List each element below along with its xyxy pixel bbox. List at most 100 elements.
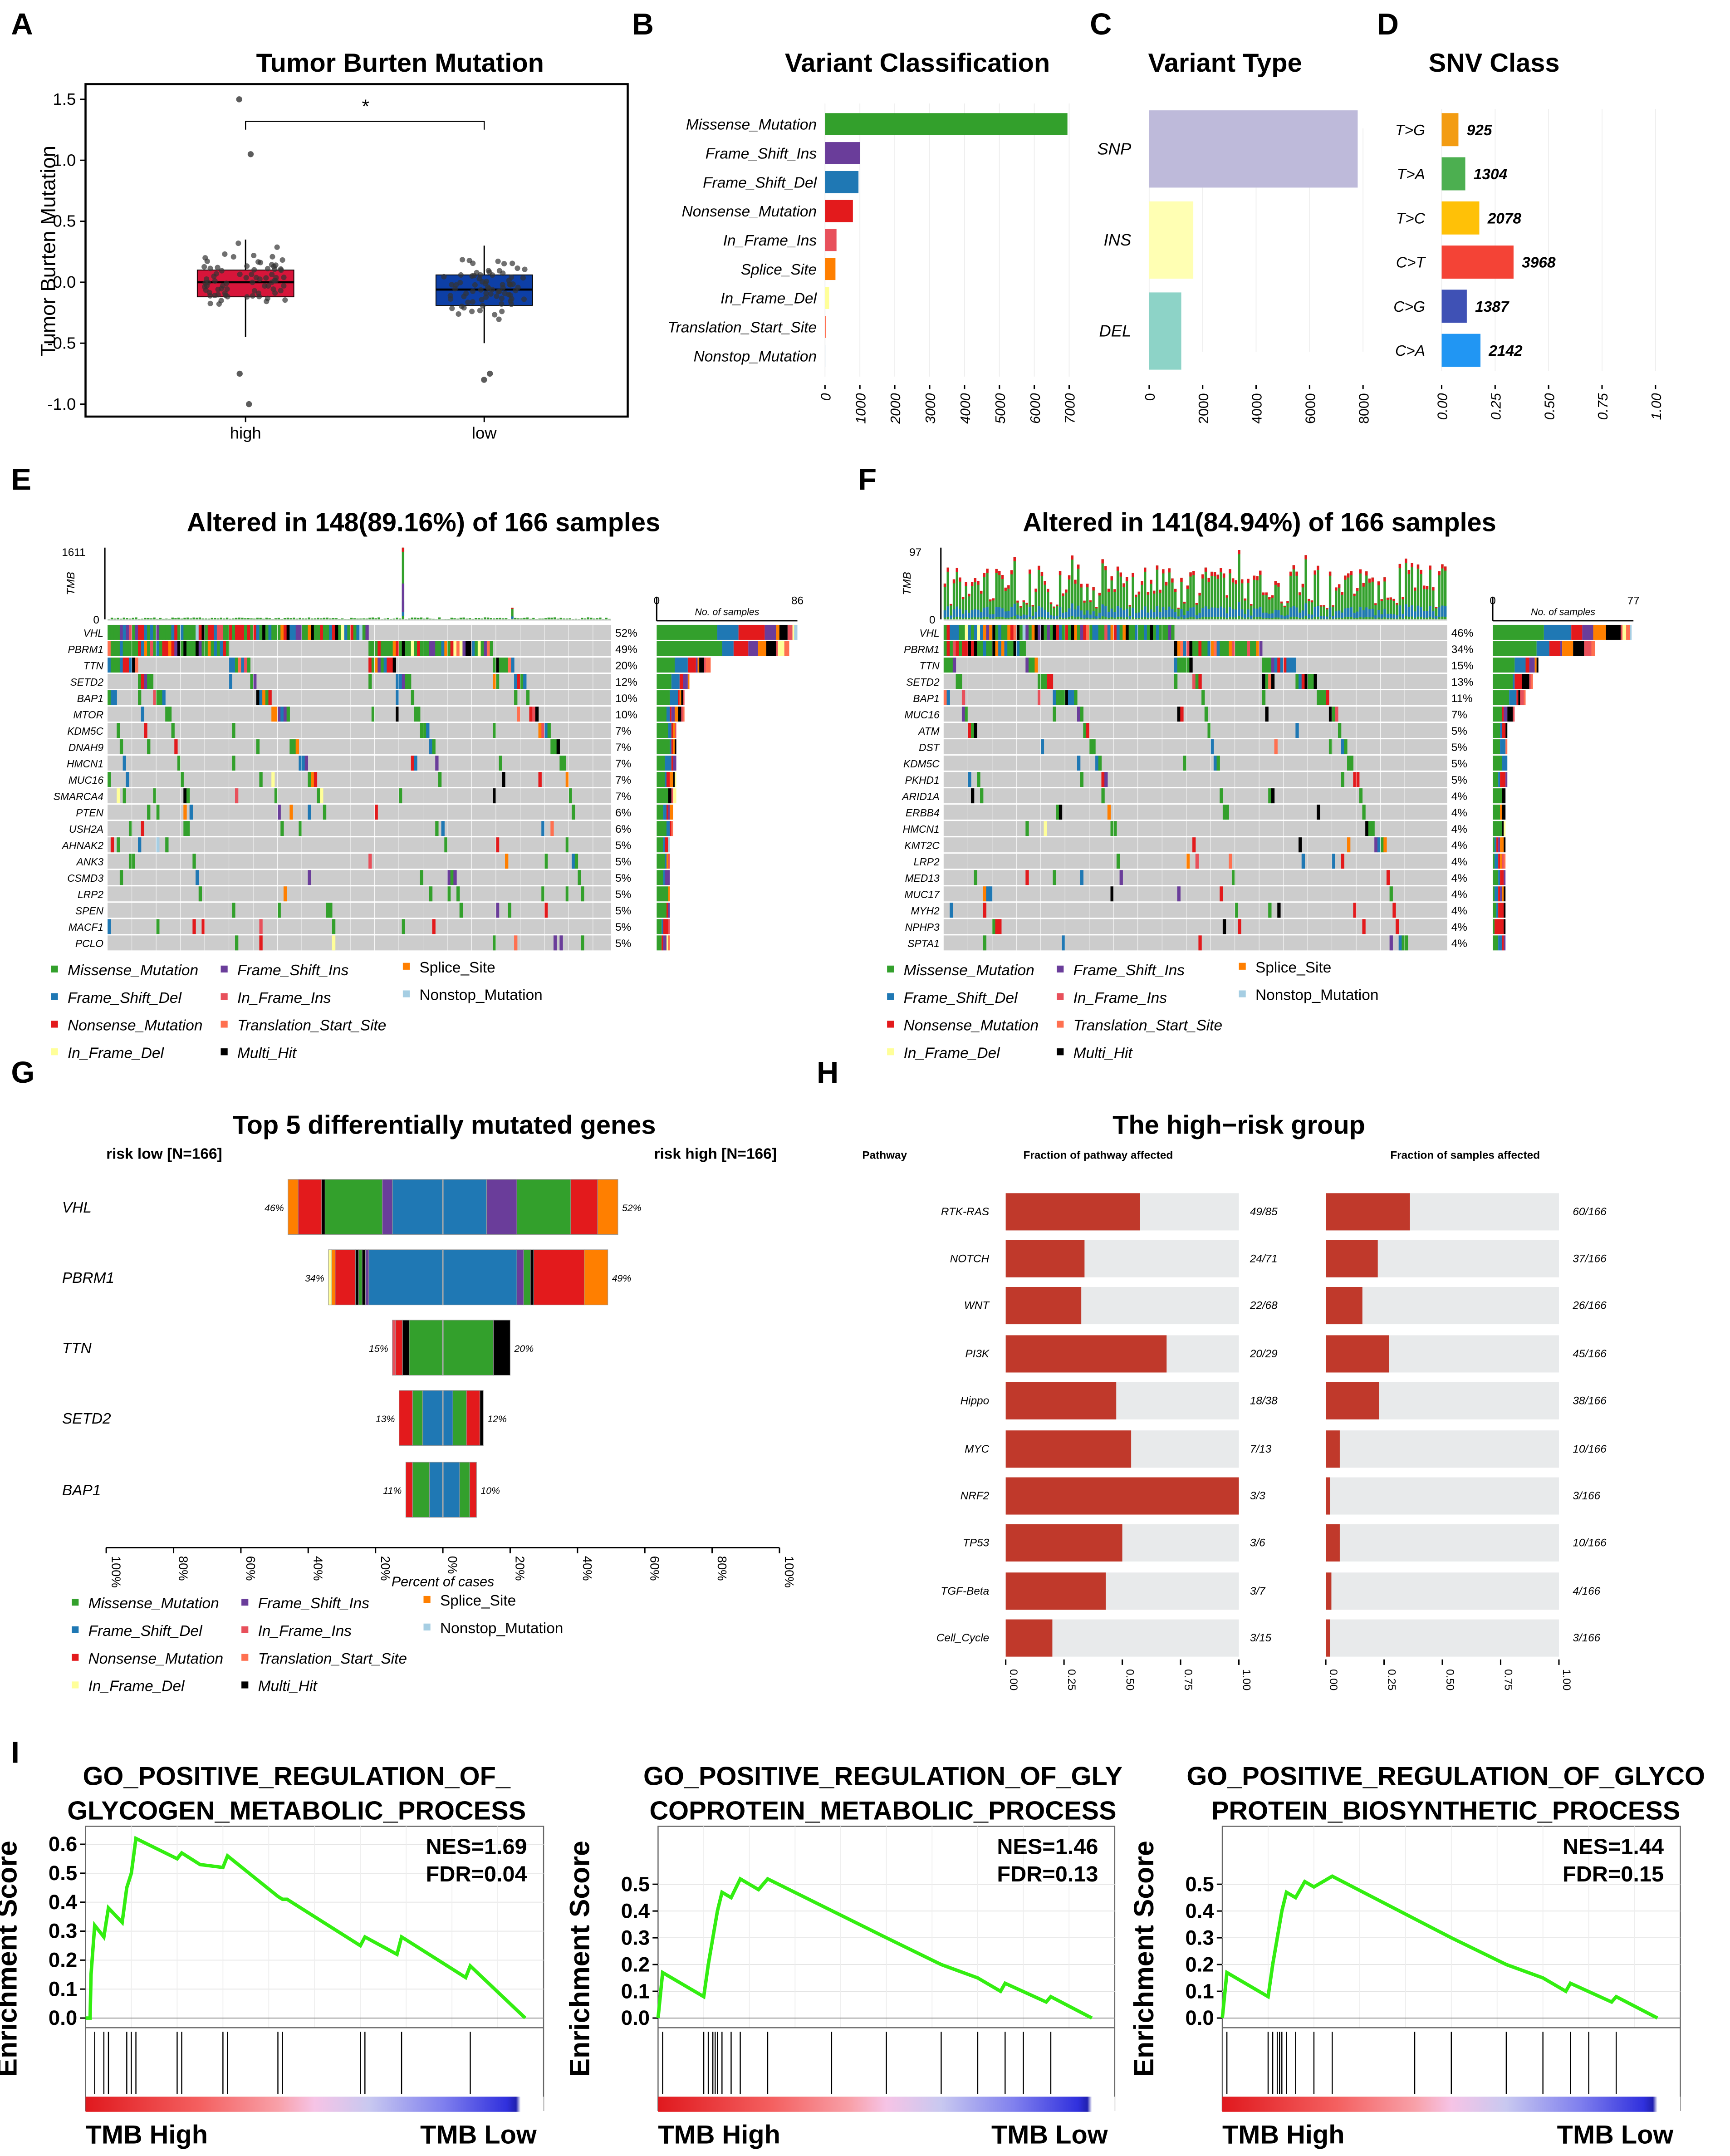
mutation-cell: [1211, 739, 1214, 755]
mutation-cell: [565, 772, 569, 787]
tmb-bar: [414, 617, 417, 619]
mutation-cell: [1101, 624, 1105, 640]
side-bar-segment: [696, 658, 698, 673]
side-bar-segment: [671, 723, 673, 738]
mutation-cell: [970, 624, 975, 640]
mutation-cell: [1095, 756, 1099, 771]
data-point: [480, 303, 486, 309]
mutation-cell: [162, 690, 166, 706]
gene-label: PBRM1: [68, 643, 103, 655]
data-point: [223, 280, 230, 286]
tmb-bar-top: [1128, 605, 1132, 607]
mutation-cell: [198, 624, 202, 640]
tmb-bar: [1113, 589, 1116, 619]
side-bar-segment: [657, 870, 663, 885]
data-point: [483, 279, 490, 285]
tmb-bar: [1289, 571, 1292, 619]
gene-label: DNAH9: [69, 742, 104, 753]
mutation-cell: [1029, 658, 1032, 673]
mutation-cell: [126, 772, 129, 787]
group-label-right: risk high [N=166]: [654, 1145, 776, 1162]
category-label: Nonstop_Mutation: [694, 348, 817, 365]
outlier-point: [247, 151, 254, 157]
side-bar-segment: [657, 707, 667, 722]
legend-label: Translation_Start_Site: [1073, 1017, 1222, 1034]
tmb-bar-top: [1250, 604, 1253, 606]
x-tick-label: 6000: [1303, 393, 1318, 424]
data-point: [500, 285, 506, 291]
tmb-bar-fsd: [1220, 606, 1222, 617]
tmb-bar-top: [1065, 589, 1068, 593]
tmb-bar: [553, 617, 556, 619]
tmb-bar: [1398, 564, 1402, 619]
side-bar-segment: [1504, 870, 1506, 885]
tmb-bar-fsd: [1350, 607, 1353, 617]
side-bar-segment: [1606, 624, 1621, 640]
mutation-cell: [192, 641, 196, 656]
tmb-bar: [1031, 605, 1034, 619]
mutation-cell: [1235, 903, 1238, 918]
mutation-cell: [377, 658, 381, 673]
mutation-cell: [235, 788, 239, 804]
mutation-cell: [1192, 674, 1196, 689]
mutation-cell: [1326, 690, 1329, 706]
tmb-bar-fsd: [1019, 616, 1022, 619]
tmb-bar: [1074, 580, 1077, 619]
y-axis-label: Enrichment Score: [0, 1841, 22, 2077]
gsea-title-line: COPROTEIN_METABOLIC_PROCESS: [649, 1796, 1116, 1825]
mutation-cell: [1359, 788, 1363, 804]
mutation-cell: [189, 805, 193, 820]
tmb-bar: [505, 618, 508, 619]
mutation-cell: [371, 707, 375, 722]
mutation-cell: [1038, 690, 1041, 706]
side-bar-segment: [778, 641, 784, 656]
tmb-bar: [1341, 592, 1344, 619]
mutation-cell: [1383, 837, 1387, 853]
pathway-bar-TP53: [1005, 1524, 1122, 1562]
panel-label: G: [11, 1056, 34, 1090]
bar-T>G: [1441, 113, 1459, 147]
side-bar-segment: [1493, 723, 1500, 738]
right-bar-segment: [523, 1249, 531, 1306]
mutation-cell: [952, 624, 956, 640]
left-bar-segment: [335, 1249, 356, 1306]
category-label: DEL: [1099, 322, 1131, 340]
tmb-bar-top: [968, 594, 970, 597]
mutation-cell: [1065, 690, 1068, 706]
tmb-bar: [1253, 575, 1256, 619]
y-tick-label: 0.3: [621, 1926, 650, 1949]
y-tick-label: 1.5: [53, 90, 76, 108]
mutation-cell: [1162, 624, 1166, 640]
tmb-bar: [1268, 597, 1271, 619]
tmb-bar: [1310, 600, 1313, 619]
left-percent-label: 11%: [383, 1485, 402, 1496]
side-bar-segment: [668, 935, 670, 951]
legend-swatch: [402, 963, 410, 970]
tmb-bar-fsd: [1207, 609, 1210, 618]
tmb-bar-fsd: [1113, 612, 1116, 618]
tmb-bar: [1001, 575, 1004, 619]
side-bar-segment: [1493, 658, 1515, 673]
tmb-bar-top: [1313, 570, 1316, 575]
mutation-cell: [946, 624, 950, 640]
tmb-bar: [1368, 578, 1371, 619]
mutation-cell: [320, 788, 323, 804]
mutation-cell: [535, 707, 539, 722]
side-bar-segment: [1507, 707, 1513, 722]
tmb-bar-top: [1189, 572, 1192, 577]
tmb-bar: [110, 618, 113, 619]
tmb-bar: [514, 618, 517, 619]
mutation-cell: [220, 641, 223, 656]
mutation-cell: [541, 821, 545, 836]
left-bar-segment: [405, 1462, 413, 1518]
tmb-bar: [1405, 558, 1407, 619]
mutation-cell: [1189, 641, 1193, 656]
mutation-cell: [1089, 739, 1093, 755]
mutation-cell: [1083, 723, 1087, 738]
rank-label-low: TMB Low: [420, 2121, 537, 2150]
mutation-cell: [968, 624, 971, 640]
mutation-cell: [974, 870, 977, 885]
mutation-cell: [156, 624, 160, 640]
legend-swatch: [423, 1623, 431, 1631]
gene-row-background: [108, 707, 612, 722]
